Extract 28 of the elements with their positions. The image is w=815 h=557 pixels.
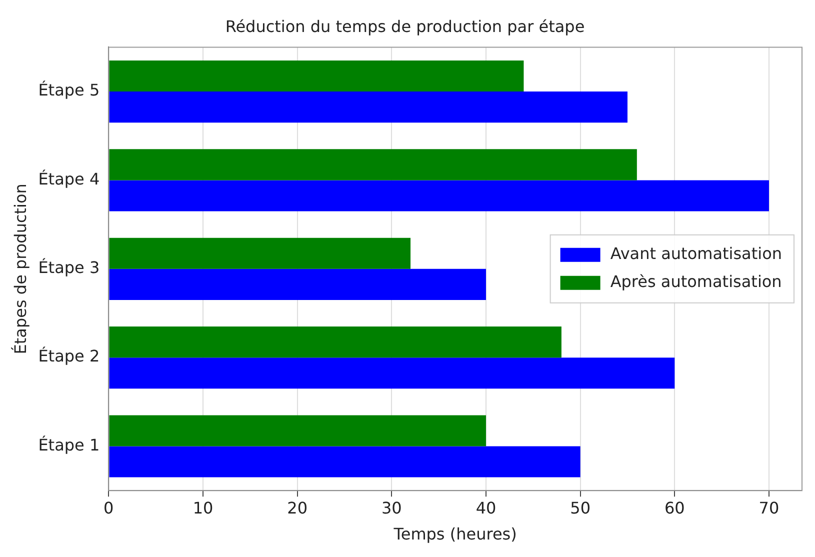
y-axis-title: Étapes de production [10,184,30,354]
bar [109,446,580,478]
x-tick-label: 20 [287,498,308,518]
bar [109,326,562,358]
legend-label: Avant automatisation [610,244,782,264]
x-tick-label: 30 [381,498,402,518]
y-tick-label: Étape 3 [38,258,100,278]
bar [109,60,524,92]
bar [109,238,411,269]
x-tick-label: 40 [476,498,496,518]
y-tick-label: Étape 5 [38,80,100,100]
x-tick-label: 70 [758,498,780,518]
bar [109,415,486,446]
x-axis-title: Temps (heures) [392,524,517,544]
bar [109,268,486,300]
x-tick-label: 50 [570,498,590,518]
chart-title: Réduction du temps de production par étape [225,16,585,36]
x-tick-label: 0 [104,498,114,518]
y-tick-label: Étape 1 [38,435,100,454]
bar [109,92,628,123]
bar [109,180,769,212]
y-tick-label: Étape 4 [38,169,100,188]
x-tick-label: 60 [664,498,685,518]
bar [109,358,675,389]
y-tick-label: Étape 2 [38,346,100,366]
bar [109,149,637,180]
x-tick-label: 10 [192,498,214,518]
legend-label: Après automatisation [610,272,782,292]
